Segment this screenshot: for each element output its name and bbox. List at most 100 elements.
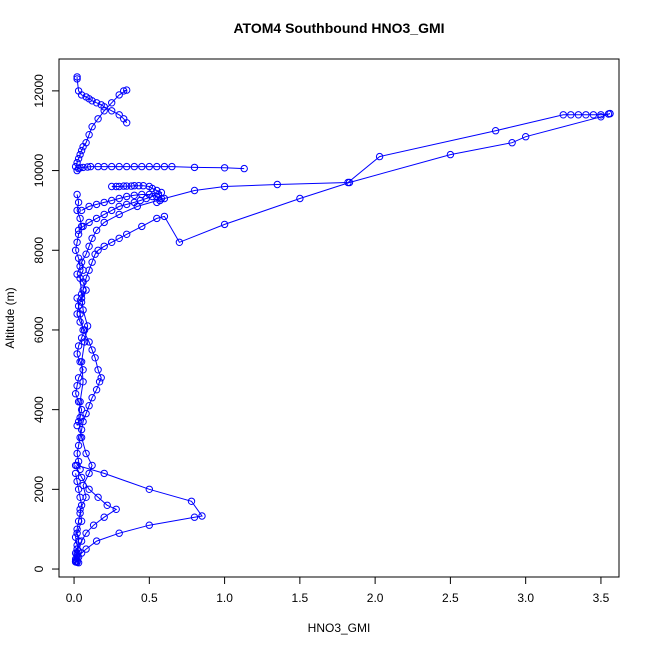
series-line [76, 166, 245, 171]
x-tick-label: 3.0 [517, 591, 534, 605]
data-point [77, 91, 86, 99]
series-1 [71, 109, 614, 565]
data-point [95, 378, 104, 386]
data-point [145, 190, 154, 199]
data-point [240, 164, 248, 173]
data-point [491, 127, 500, 135]
data-point [123, 230, 131, 239]
data-point [91, 250, 99, 258]
data-point [123, 86, 131, 94]
data-point [175, 238, 184, 247]
data-point [115, 202, 123, 211]
data-point [135, 182, 143, 190]
x-tick-label: 2.5 [442, 591, 459, 605]
series-9 [73, 73, 131, 127]
data-point [73, 158, 81, 167]
data-point [112, 505, 120, 513]
data-point [168, 162, 176, 171]
data-point [273, 180, 281, 189]
data-point [71, 162, 80, 171]
data-point [73, 238, 81, 247]
data-point [92, 99, 101, 107]
data-point [74, 154, 83, 163]
data-point [108, 162, 116, 171]
series-6 [73, 294, 105, 474]
data-point [73, 350, 81, 358]
data-point [108, 196, 116, 205]
data-point [100, 107, 108, 115]
y-tick-label: 4000 [32, 396, 46, 423]
data-point [115, 91, 123, 99]
data-point [74, 198, 83, 207]
data-point [85, 218, 93, 227]
y-tick-label: 0 [32, 565, 46, 572]
data-point [94, 366, 102, 374]
data-point [85, 485, 93, 493]
series-5 [71, 190, 90, 430]
data-point [160, 162, 169, 171]
data-point [100, 162, 108, 171]
data-point [115, 529, 123, 537]
data-point [82, 529, 90, 537]
data-point [76, 262, 84, 270]
data-point [74, 342, 83, 350]
data-point [71, 549, 80, 557]
data-point [88, 97, 96, 105]
data-point [76, 150, 84, 159]
data-point [190, 163, 199, 172]
data-point [190, 513, 199, 521]
y-tick-label: 10000 [32, 154, 46, 188]
data-point [76, 358, 84, 366]
data-point [85, 266, 93, 274]
data-point [77, 405, 86, 414]
data-point [123, 200, 131, 209]
data-point [160, 212, 169, 221]
data-point [85, 242, 93, 251]
data-point [138, 222, 146, 231]
data-point [76, 509, 84, 517]
data-point [74, 254, 83, 262]
data-point [71, 390, 80, 398]
data-point [100, 242, 108, 251]
data-point [74, 230, 83, 239]
data-point [79, 163, 87, 172]
data-point [74, 417, 83, 426]
data-point [190, 186, 199, 195]
data-point [120, 182, 128, 190]
data-point [574, 111, 583, 119]
data-point [92, 226, 101, 235]
data-point [77, 294, 86, 302]
data-point [82, 409, 90, 418]
data-point [100, 513, 108, 521]
data-point [153, 214, 161, 223]
data-point [86, 162, 95, 171]
y-tick-label: 6000 [32, 316, 46, 343]
data-point [108, 182, 116, 191]
data-point [145, 485, 154, 493]
x-axis-label: HNO3_GMI [308, 621, 371, 635]
data-point [73, 421, 81, 430]
data-point [345, 178, 354, 187]
data-point [77, 537, 86, 545]
series-line [75, 113, 611, 562]
data-point [91, 354, 99, 362]
series-12 [77, 190, 166, 215]
plot-frame [58, 58, 620, 578]
data-point [127, 182, 136, 190]
data-point [79, 143, 87, 151]
data-point [296, 194, 304, 203]
x-tick-label: 2.0 [367, 591, 384, 605]
series-2 [77, 109, 614, 306]
data-point [77, 473, 86, 482]
series-line [76, 298, 102, 470]
data-point [76, 433, 84, 442]
y-tick-label: 8000 [32, 237, 46, 264]
data-point [153, 198, 161, 207]
data-point [85, 338, 93, 346]
data-point [108, 99, 116, 107]
data-point [130, 162, 139, 171]
y-axis-label: Altitude (m) [3, 287, 17, 348]
data-point [88, 461, 96, 470]
data-point [100, 198, 108, 207]
data-point [92, 386, 101, 394]
